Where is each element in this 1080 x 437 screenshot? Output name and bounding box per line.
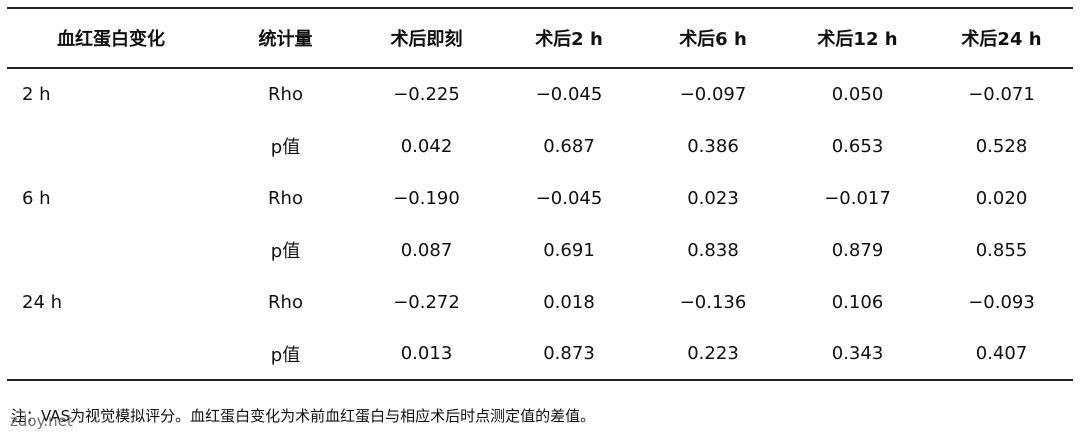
value-cell: 0.386	[687, 135, 739, 157]
value-cell: 0.653	[831, 135, 884, 157]
watermark: zdoy.net	[10, 412, 73, 430]
group-label: 2 h	[22, 84, 51, 105]
empty-cell	[7, 328, 215, 380]
value-cell: 0.050	[831, 84, 884, 105]
statistic-cell: Rho	[268, 291, 303, 313]
table-row: p值 0.042 0.687 0.386 0.653 0.528	[7, 120, 1073, 172]
group-label: 6 h	[22, 187, 51, 209]
statistic-cell: p值	[270, 344, 301, 366]
statistic-cell: Rho	[268, 187, 303, 209]
value-cell: 0.879	[831, 239, 884, 261]
table-row: 6 h Rho −0.190 −0.045 0.023 −0.017 0.020	[7, 172, 1073, 224]
header-cell: 术后24 h	[961, 29, 1042, 50]
header-row: 血红蛋白变化 统计量 术后即刻 术后2 h 术后6 h 术后12 h 术后24 h	[7, 8, 1073, 68]
value-cell: 0.042	[400, 135, 453, 157]
header-cell: 术后12 h	[817, 29, 898, 50]
table-body: 2 h Rho −0.225 −0.045 −0.097 0.050 −0.071 p值 0.0…	[7, 68, 1073, 380]
value-cell: −0.190	[393, 187, 460, 209]
value-cell: 0.013	[400, 343, 453, 364]
value-cell: −0.272	[393, 291, 460, 313]
statistic-cell: Rho	[268, 84, 303, 105]
value-cell: 0.687	[543, 135, 595, 157]
value-cell: −0.097	[679, 84, 747, 105]
table-row: p值 0.013 0.873 0.223 0.343 0.407	[7, 328, 1073, 380]
empty-cell	[7, 224, 215, 276]
table-row: 2 h Rho −0.225 −0.045 −0.097 0.050 −0.071	[7, 68, 1073, 120]
value-cell: 0.691	[543, 239, 595, 261]
value-cell: 0.873	[543, 343, 595, 364]
value-cell: 0.018	[543, 291, 595, 313]
value-cell: −0.017	[824, 187, 891, 209]
value-cell: 0.223	[687, 343, 739, 364]
value-cell: 0.838	[687, 239, 739, 261]
table-row: 24 h Rho −0.272 0.018 −0.136 0.106 −0.093	[7, 276, 1073, 328]
table-row: p值 0.087 0.691 0.838 0.879 0.855	[7, 224, 1073, 276]
group-label: 24 h	[22, 291, 63, 313]
value-cell: 0.528	[975, 135, 1028, 157]
value-cell: −0.093	[968, 291, 1035, 313]
footnote: 注：VAS为视觉模拟评分。血红蛋白变化为术前血红蛋白与相应术后时点测定值的差值。	[11, 407, 596, 425]
data-table: 血红蛋白变化 统计量 术后即刻 术后2 h 术后6 h 术后12 h 术后24 h 2 h R…	[7, 7, 1073, 381]
header-cell: 术后即刻	[390, 29, 463, 50]
value-cell: 0.020	[975, 187, 1028, 209]
value-cell: 0.407	[975, 343, 1028, 364]
value-cell: 0.106	[831, 291, 884, 313]
header-cell: 统计量	[258, 29, 313, 50]
value-cell: 0.087	[400, 239, 453, 261]
value-cell: −0.136	[679, 291, 747, 313]
header-cell: 术后2 h	[535, 29, 603, 50]
value-cell: −0.225	[393, 84, 460, 105]
value-cell: −0.045	[535, 84, 603, 105]
value-cell: −0.071	[968, 84, 1035, 105]
value-cell: 0.023	[687, 187, 739, 209]
value-cell: 0.343	[831, 343, 884, 364]
header-cell: 血红蛋白变化	[57, 29, 165, 50]
value-cell: 0.855	[975, 239, 1028, 261]
value-cell: −0.045	[535, 187, 603, 209]
statistic-cell: p值	[270, 241, 301, 262]
header-cell: 术后6 h	[679, 29, 747, 50]
empty-cell	[7, 120, 215, 172]
statistic-cell: p值	[270, 137, 301, 158]
